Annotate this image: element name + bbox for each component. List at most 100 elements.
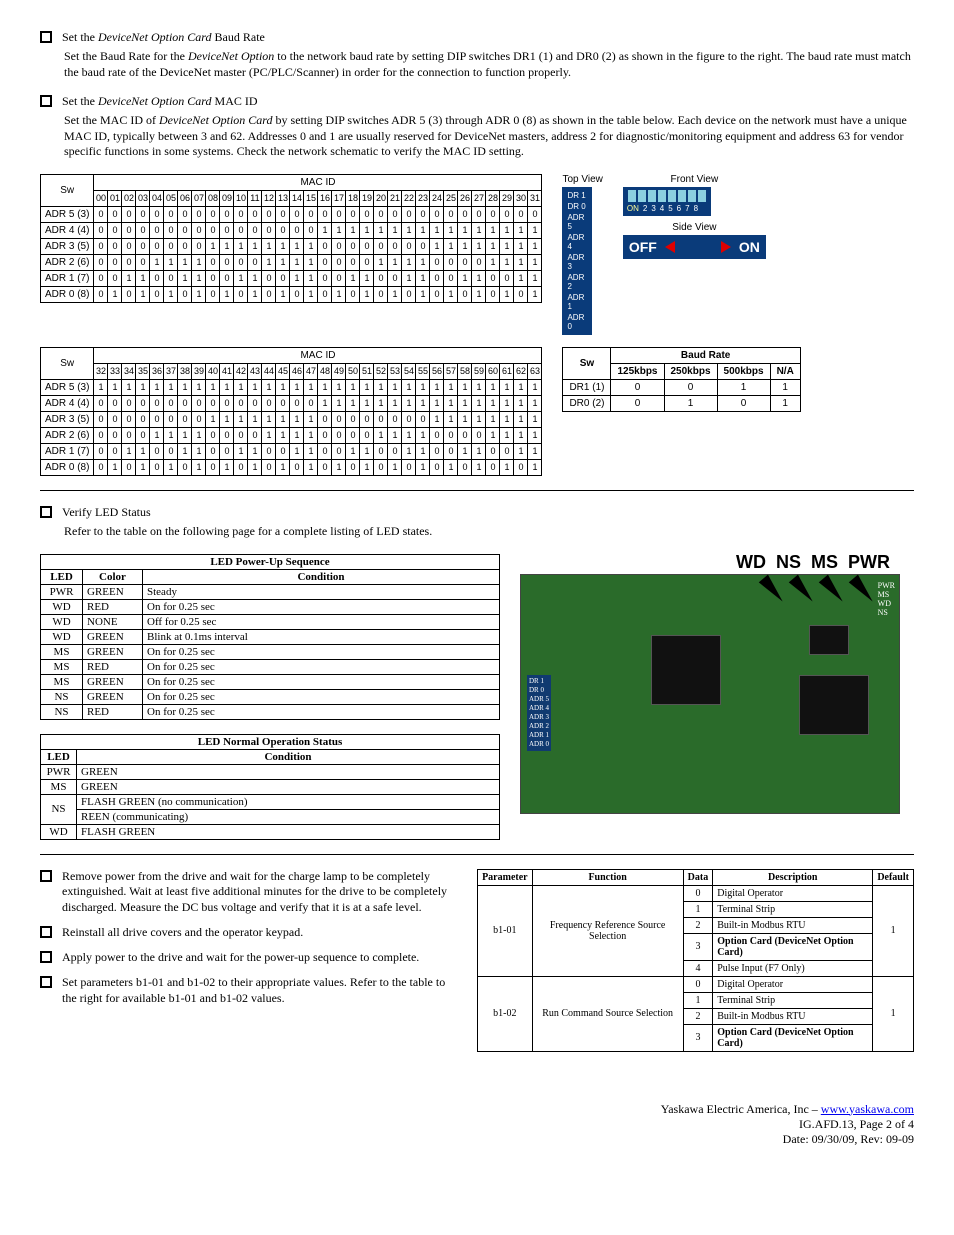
cell: DR1 (1): [563, 379, 611, 395]
separator: [40, 854, 914, 855]
led-label-ms: MS: [811, 552, 838, 573]
section-title: Verify LED Status: [62, 505, 151, 520]
label-top-view: Top View: [562, 174, 602, 185]
cell: DR0 (2): [563, 395, 611, 411]
checkbox-icon: [40, 506, 52, 518]
dip-switch-diagram: Top View DR 1 DR 0 ADR 5 ADR 4 ADR 3 ADR…: [562, 174, 765, 335]
col-hdr: Color: [83, 569, 143, 584]
separator: [40, 490, 914, 491]
mac-table-row-1: SwMAC ID00010203040506070809101112131415…: [40, 174, 914, 335]
text-italic: DeviceNet Option Card: [159, 113, 273, 127]
cell: 1: [770, 395, 800, 411]
parameter-table: Parameter Function Data Description Defa…: [477, 869, 914, 1052]
label: DR 1: [529, 677, 549, 686]
table-row: NSFLASH GREEN (no communication): [41, 794, 500, 809]
section-baud-rate: Set the DeviceNet Option Card Baud Rate …: [40, 30, 914, 80]
num: 8: [694, 204, 698, 213]
footer-link[interactable]: www.yaskawa.com: [821, 1102, 914, 1116]
col-hdr: Function: [532, 869, 683, 885]
steps-column: Remove power from the drive and wait for…: [40, 869, 457, 1011]
table-row: MSGREEN: [41, 779, 500, 794]
cell: FLASH GREEN: [77, 824, 500, 839]
paragraph: Set the MAC ID of DeviceNet Option Card …: [64, 113, 914, 160]
col-hdr: Description: [713, 869, 873, 885]
label-on: ON: [627, 204, 639, 213]
label-front-view: Front View: [623, 174, 766, 185]
num: 7: [685, 204, 689, 213]
dip-label: ADR 2: [565, 272, 589, 292]
table-title: LED Power-Up Sequence: [41, 554, 500, 569]
label-side-view: Side View: [623, 222, 766, 233]
text: Set the: [62, 30, 98, 44]
text-italic: DeviceNet Option Card: [98, 30, 212, 44]
col-hdr: Default: [873, 869, 914, 885]
text: Baud Rate: [212, 30, 265, 44]
table-row: WDFLASH GREEN: [41, 824, 500, 839]
dip-label: ADR 1: [565, 292, 589, 312]
paragraph: Set the Baud Rate for the DeviceNet Opti…: [64, 49, 914, 80]
cell: MS: [41, 779, 77, 794]
col-hdr: Baud Rate: [611, 347, 800, 363]
cell: 0: [664, 379, 717, 395]
label: DR 0: [529, 686, 549, 695]
cell: 0: [611, 395, 664, 411]
footer-date: Date: 09/30/09, Rev: 09-09: [783, 1132, 914, 1146]
label: ADR 2: [529, 722, 549, 731]
paragraph: Refer to the table on the following page…: [64, 524, 914, 540]
step-text: Apply power to the drive and wait for th…: [62, 950, 419, 965]
footer-company: Yaskawa Electric America, Inc –: [661, 1102, 821, 1116]
text: Set the Baud Rate for the: [64, 49, 188, 63]
cell: PWR: [41, 764, 77, 779]
cell: WD: [41, 824, 77, 839]
led-label-pwr: PWR: [848, 552, 890, 573]
label: ADR 3: [529, 713, 549, 722]
dip-label: DR 1: [565, 190, 589, 201]
table-row: DR0 (2) 0 1 0 1: [563, 395, 800, 411]
mac-table-row-2: SwMAC ID32333435363738394041424344454647…: [40, 347, 914, 476]
board-photo: DR 1 DR 0 ADR 5 ADR 4 ADR 3 ADR 2 ADR 1 …: [520, 574, 900, 814]
led-label-ns: NS: [776, 552, 801, 573]
checkbox-icon: [40, 95, 52, 107]
checkbox-icon: [40, 926, 52, 938]
dip-label: ADR 0: [565, 312, 589, 332]
cell: 1: [770, 379, 800, 395]
label: ADR 1: [529, 731, 549, 740]
led-label-wd: WD: [736, 552, 766, 573]
col-hdr: 250kbps: [664, 363, 717, 379]
label: ADR 5: [529, 695, 549, 704]
label-on: ON: [739, 239, 760, 255]
col-hdr: Condition: [77, 749, 500, 764]
checkbox-icon: [40, 951, 52, 963]
text-italic: DeviceNet Option Card: [98, 94, 212, 108]
col-hdr: 500kbps: [717, 363, 770, 379]
mac-id-table-1: SwMAC ID00010203040506070809101112131415…: [40, 174, 542, 303]
table-row: DR1 (1) 0 0 1 1: [563, 379, 800, 395]
section-title: Set the DeviceNet Option Card Baud Rate: [62, 30, 265, 45]
num: 3: [651, 204, 655, 213]
col-hdr: Condition: [143, 569, 500, 584]
col-hdr: Data: [683, 869, 713, 885]
mac-id-table-2: SwMAC ID32333435363738394041424344454647…: [40, 347, 542, 476]
col-hdr: Parameter: [478, 869, 533, 885]
cell: GREEN: [77, 779, 500, 794]
section-title: Set the DeviceNet Option Card MAC ID: [62, 94, 258, 109]
cell: 1: [664, 395, 717, 411]
page-footer: Yaskawa Electric America, Inc – www.yask…: [40, 1102, 914, 1147]
cell: 0: [717, 395, 770, 411]
step-text: Remove power from the drive and wait for…: [62, 869, 457, 916]
table-title: LED Normal Operation Status: [41, 734, 500, 749]
baud-rate-table: Sw Baud Rate 125kbps 250kbps 500kbps N/A…: [562, 347, 800, 412]
dip-label: ADR 3: [565, 252, 589, 272]
col-hdr: LED: [41, 749, 77, 764]
step-text: Set parameters b1-01 and b1-02 to their …: [62, 975, 457, 1006]
led-normal-table: LED Normal Operation Status LED Conditio…: [40, 734, 500, 840]
col-hdr: 125kbps: [611, 363, 664, 379]
cell: GREEN: [77, 764, 500, 779]
label-off: OFF: [629, 239, 657, 255]
step-text: Reinstall all drive covers and the opera…: [62, 925, 303, 940]
text: MAC ID: [212, 94, 258, 108]
section-led: Verify LED Status Refer to the table on …: [40, 505, 914, 540]
dip-label: ADR 5: [565, 212, 589, 232]
checkbox-icon: [40, 976, 52, 988]
dip-label: ADR 4: [565, 232, 589, 252]
